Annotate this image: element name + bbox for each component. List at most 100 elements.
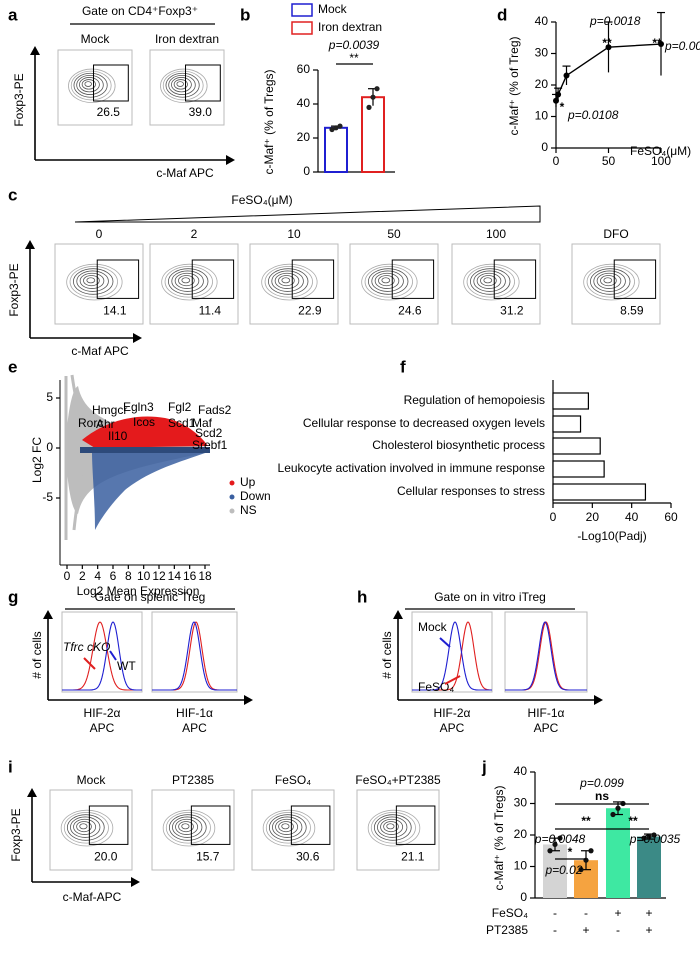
y-tick-label: 60 (297, 62, 311, 76)
contour (79, 823, 88, 830)
contour (261, 263, 318, 301)
plot-title: Mock (77, 773, 107, 787)
down-cloud (92, 452, 205, 530)
annotation: ns (595, 789, 609, 803)
arrow (109, 650, 117, 661)
x-tick-label: 2 (79, 569, 86, 583)
gate-value: 39.0 (189, 105, 213, 119)
contour (160, 68, 208, 104)
x-tick-label: 0 (550, 510, 557, 524)
legend-label: NS (240, 503, 257, 517)
annotation: ** (628, 814, 638, 828)
gate-value: 31.2 (500, 303, 524, 317)
panel-label: d (497, 5, 507, 24)
plot-frame (249, 243, 339, 325)
annotation-label: WT (117, 659, 136, 673)
plot-title: PT2385 (172, 773, 214, 787)
y-tick-label: 20 (535, 77, 549, 91)
data-point (615, 805, 621, 811)
x-axis-label: c-Maf-APC (63, 890, 122, 904)
gate-value: 11.4 (199, 303, 222, 317)
x-tick-label: 12 (152, 569, 166, 583)
gene-label: Fads2 (198, 403, 232, 417)
condition-sign: - (584, 906, 588, 920)
contour (600, 275, 617, 287)
data-point (605, 44, 612, 51)
contour (271, 270, 304, 292)
y-tick-label: 30 (535, 46, 549, 60)
gate-value: 22.9 (298, 303, 322, 317)
data-point (646, 833, 652, 840)
legend-dot (229, 508, 235, 514)
gate (613, 259, 657, 299)
x-axis-label: Log2 Mean Expression (77, 584, 200, 598)
data-point (588, 848, 594, 854)
x-axis-label: HIF-2α (434, 706, 471, 720)
data-point (610, 811, 616, 818)
plot-frame (151, 789, 235, 871)
arrow (83, 657, 96, 670)
contour (168, 814, 207, 841)
x-axis-label: HIF-2α (84, 706, 121, 720)
contour (386, 823, 395, 830)
contour (69, 266, 118, 298)
gene-label: Scd2 (195, 426, 223, 440)
legend-label: Down (240, 489, 271, 503)
gate (185, 64, 221, 102)
gate (395, 805, 436, 845)
y-tick-label: 40 (535, 14, 549, 28)
contour (476, 272, 502, 289)
category-label: Cellular responses to stress (397, 484, 545, 498)
contour (68, 68, 116, 104)
contour (181, 823, 190, 830)
bar (606, 808, 630, 898)
contour (373, 814, 412, 841)
data-point (366, 104, 372, 110)
annotation: ** (602, 36, 612, 50)
data-point (552, 841, 558, 848)
contour (593, 270, 626, 292)
arrow-head (43, 610, 53, 619)
contour (371, 270, 404, 292)
plot-frame (411, 611, 493, 693)
gate-value: 21.1 (401, 849, 425, 863)
plot-title: FeSO₄ (275, 773, 311, 787)
gate-title: Gate on in vitro iTreg (434, 590, 546, 604)
y-tick-label: 40 (514, 764, 528, 778)
contour (275, 818, 299, 835)
contour (586, 266, 635, 298)
legend-label: Mock (318, 2, 348, 16)
y-tick-label: 20 (297, 130, 311, 144)
y-axis-label: Foxp3-PE (9, 808, 23, 861)
center-band (80, 447, 210, 453)
y-tick-label: 30 (514, 796, 528, 810)
contour (178, 275, 195, 287)
contour (370, 812, 416, 844)
gene-label: Icos (133, 415, 155, 429)
contour (383, 821, 399, 833)
contour (73, 818, 97, 835)
gate (291, 259, 335, 299)
data-point (641, 835, 647, 841)
y-axis-label: # of cells (380, 631, 394, 678)
y-tick-label: 0 (541, 140, 548, 154)
contour (63, 812, 109, 844)
gene-label: Rorc (78, 416, 103, 430)
arrow-head (393, 610, 403, 619)
plot-title: 10 (287, 227, 301, 241)
contour (172, 816, 203, 838)
contour (367, 809, 421, 847)
x-tick-label: 10 (137, 569, 151, 583)
x-tick-label: 20 (586, 510, 600, 524)
contour (583, 263, 640, 301)
x-variable: FeSO₄(μM) (231, 193, 292, 207)
condition-sign: - (616, 923, 620, 937)
condition-sign: + (645, 923, 652, 937)
plot-frame (349, 243, 439, 325)
y-tick-label: 20 (514, 827, 528, 841)
x-tick-label: 0 (553, 154, 560, 168)
contour (76, 821, 92, 833)
x-tick-label: 60 (664, 510, 678, 524)
annotation: p=0.0048 (534, 832, 586, 846)
annotation: ** (349, 51, 359, 65)
